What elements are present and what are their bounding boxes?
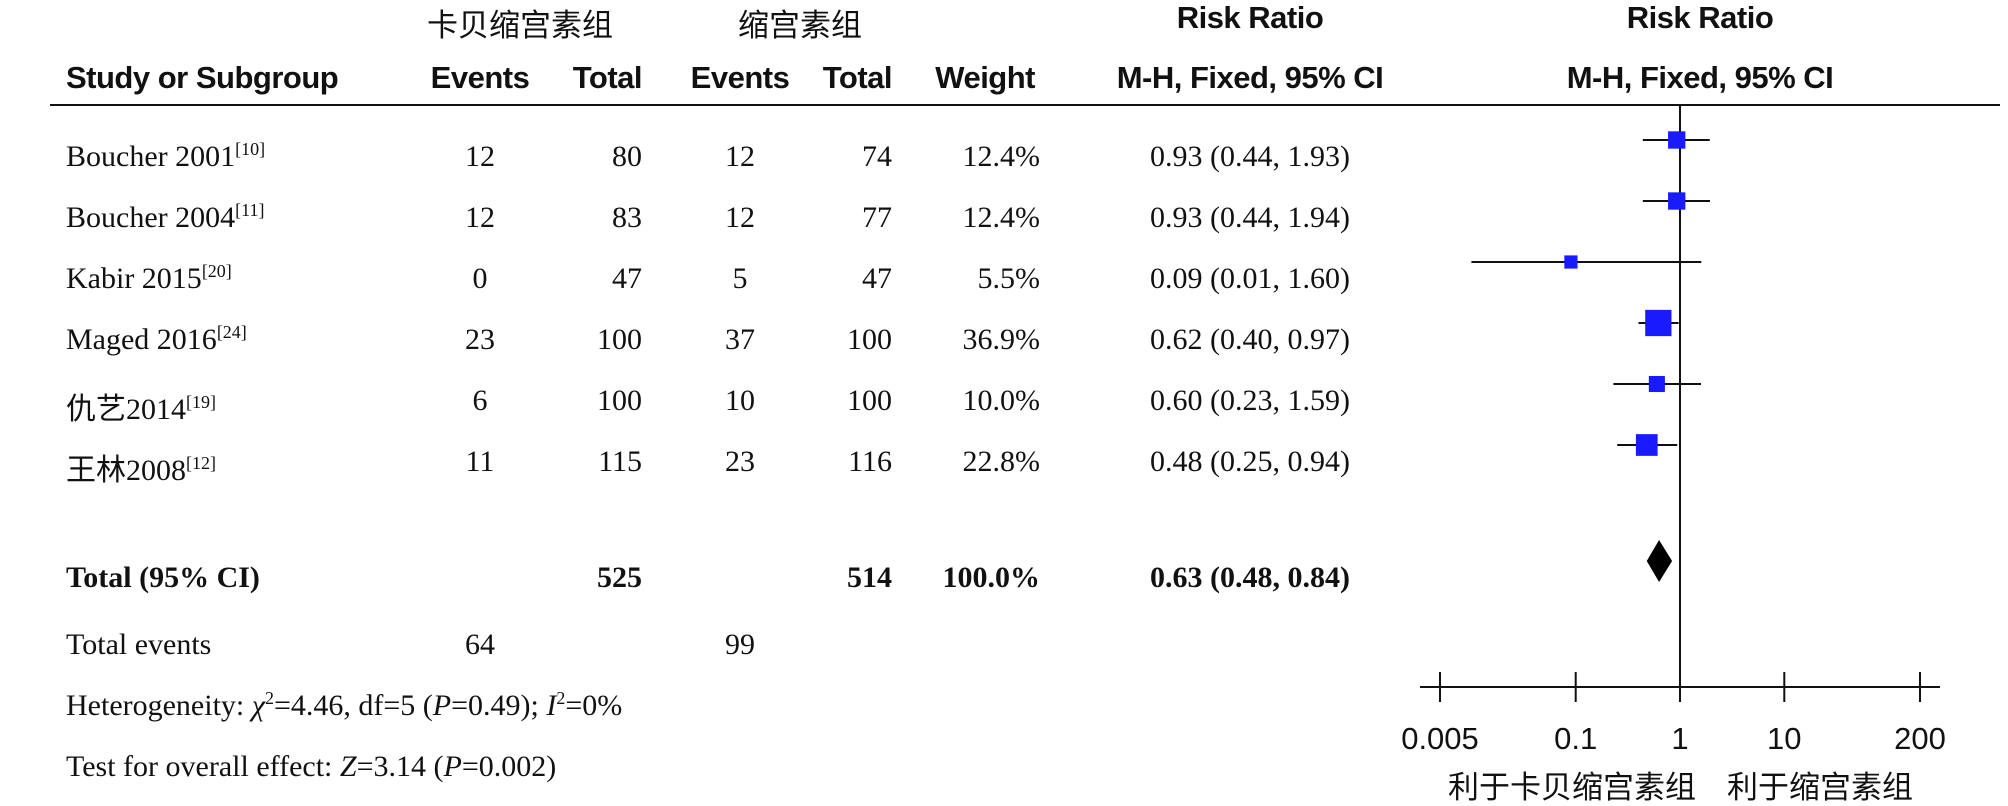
favours-left-label: 利于卡贝缩宫素组 — [1448, 770, 1696, 805]
header-rule — [50, 104, 2000, 106]
weight-cell: 12.4% — [962, 201, 1041, 234]
ci-cell: 0.93 (0.44, 1.93) — [1150, 140, 1350, 173]
col-total2-header: Total — [822, 60, 893, 95]
overall-effect-text: Test for overall effect: Z=3.14 (P=0.002… — [66, 750, 557, 783]
heterogeneity-text: Heterogeneity: χ2=4.46, df=5 (P=0.49); I… — [66, 688, 623, 722]
weight-cell: 36.9% — [962, 323, 1041, 356]
effect-marker — [1648, 375, 1665, 393]
col-total1-header: Total — [572, 60, 643, 95]
total-events-label: Total events — [66, 628, 212, 661]
effect-marker — [1635, 434, 1658, 456]
effect-marker — [1564, 255, 1578, 269]
total1-cell: 47 — [612, 262, 642, 295]
study-name: Kabir 2015[20] — [66, 261, 232, 295]
events2-cell: 12 — [725, 140, 755, 173]
total-ci: 0.63 (0.48, 0.84) — [1150, 561, 1350, 594]
x-tick-label: 200 — [1894, 721, 1946, 756]
x-tick-label: 0.1 — [1554, 721, 1597, 756]
events1-cell: 11 — [465, 445, 495, 478]
effect-marker — [1668, 192, 1686, 210]
events2-cell: 23 — [725, 445, 755, 478]
x-tick-label: 0.005 — [1401, 721, 1479, 756]
favours-right-label: 利于缩宫素组 — [1727, 770, 1913, 805]
risk-ratio-title-right: Risk Ratio — [1626, 0, 1774, 35]
col-events2-header: Events — [690, 60, 790, 95]
study-name: 王林2008[12] — [66, 453, 216, 487]
events1-cell: 6 — [472, 384, 488, 417]
total2-sum: 514 — [847, 561, 892, 594]
col-study-header: Study or Subgroup — [66, 60, 339, 95]
total1-cell: 80 — [612, 140, 642, 173]
total-events1: 64 — [465, 628, 495, 661]
total1-cell: 100 — [597, 384, 642, 417]
events2-cell: 5 — [732, 262, 748, 295]
total1-cell: 100 — [597, 323, 642, 356]
events1-cell: 12 — [465, 201, 495, 234]
group2-label: 缩宫素组 — [738, 8, 862, 43]
col-events1-header: Events — [430, 60, 530, 95]
study-name: Boucher 2004[11] — [66, 200, 265, 234]
total2-cell: 100 — [847, 384, 892, 417]
ci-cell: 0.48 (0.25, 0.94) — [1150, 445, 1350, 478]
total2-cell: 77 — [862, 201, 892, 234]
total1-sum: 525 — [597, 561, 642, 594]
weight-cell: 22.8% — [962, 445, 1041, 478]
x-tick-label: 1 — [1671, 721, 1688, 756]
events1-cell: 23 — [465, 323, 495, 356]
study-name: Maged 2016[24] — [66, 322, 247, 356]
group1-label: 卡贝缩宫素组 — [427, 8, 613, 43]
total2-cell: 100 — [847, 323, 892, 356]
events2-cell: 10 — [725, 384, 755, 417]
ci-cell: 0.62 (0.40, 0.97) — [1150, 323, 1350, 356]
col-ci-header-left: M-H, Fixed, 95% CI — [1116, 60, 1384, 95]
total-events2: 99 — [725, 628, 755, 661]
events1-cell: 12 — [465, 140, 495, 173]
total1-cell: 115 — [598, 445, 642, 478]
study-name: Boucher 2001[10] — [66, 139, 266, 173]
ci-cell: 0.93 (0.44, 1.94) — [1150, 201, 1350, 234]
events2-cell: 12 — [725, 201, 755, 234]
total2-cell: 116 — [848, 445, 892, 478]
x-tick-label: 10 — [1767, 721, 1801, 756]
risk-ratio-title-left: Risk Ratio — [1176, 0, 1324, 35]
pooled-diamond — [1646, 540, 1673, 582]
col-weight-header: Weight — [935, 60, 1035, 95]
ci-cell: 0.09 (0.01, 1.60) — [1150, 262, 1350, 295]
weight-cell: 5.5% — [977, 262, 1041, 295]
total1-cell: 83 — [612, 201, 642, 234]
total-label: Total (95% CI) — [66, 561, 260, 594]
total2-cell: 74 — [862, 140, 892, 173]
events2-cell: 37 — [725, 323, 755, 356]
weight-cell: 10.0% — [962, 384, 1041, 417]
study-name: 仇艺2014[19] — [66, 392, 216, 426]
total2-cell: 47 — [862, 262, 892, 295]
total-weight: 100.0% — [942, 561, 1041, 594]
events1-cell: 0 — [472, 262, 488, 295]
weight-cell: 12.4% — [962, 140, 1041, 173]
col-ci-header-right: M-H, Fixed, 95% CI — [1566, 60, 1834, 95]
ci-cell: 0.60 (0.23, 1.59) — [1150, 384, 1350, 417]
effect-marker — [1668, 131, 1686, 149]
effect-marker — [1645, 309, 1672, 337]
